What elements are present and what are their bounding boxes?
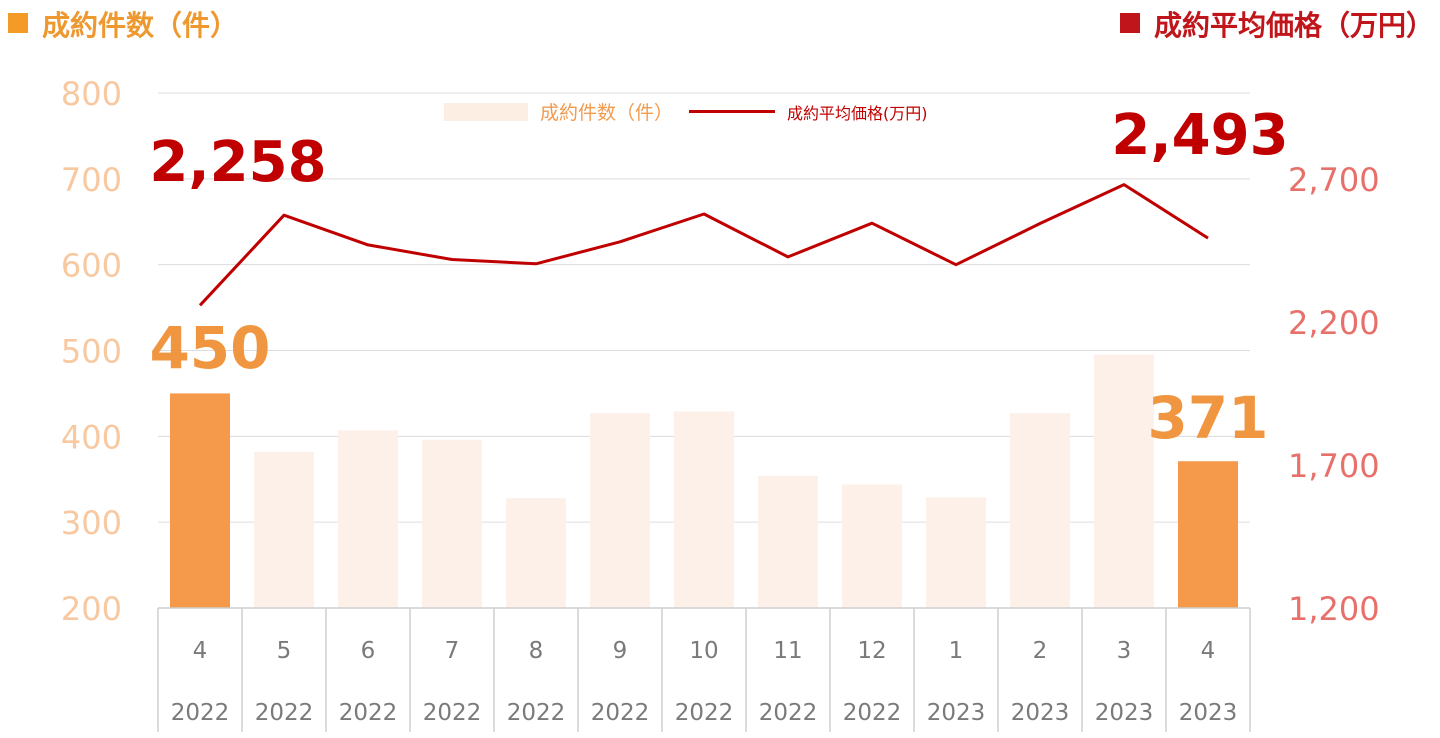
left-axis-title-text: 成約件数（件） [42,9,239,42]
bar [254,451,314,608]
right-title-marker [1119,13,1140,33]
x-tick-year-label: 2022 [339,700,398,726]
left-axis-title: 成約件数（件） [8,4,238,44]
x-tick-month-label: 3 [1117,638,1132,664]
x-tick-year-label: 2022 [675,700,734,726]
right-axis-tick-label: 2,700 [1288,161,1380,199]
left-axis-tick-label: 400 [61,418,122,456]
x-tick-month-label: 4 [1201,638,1216,664]
x-tick-month-label: 8 [529,638,544,664]
bar [842,484,902,608]
x-tick-year-label: 2022 [759,700,818,726]
x-tick-year-label: 2023 [1095,700,1154,726]
left-axis-tick-label: 800 [61,75,122,113]
price-series-line [198,183,1209,307]
bar [1094,354,1154,608]
bar [338,430,398,608]
bar [590,413,650,608]
left-title-marker [8,13,28,33]
price-callout-first: 2,258 [149,130,326,195]
bar [170,393,230,608]
right-axis-tick-label: 2,200 [1288,304,1380,342]
left-axis-tick-label: 500 [61,333,122,371]
right-axis-tick-label: 1,700 [1288,447,1380,485]
x-tick-month-label: 5 [277,638,292,664]
x-tick-year-label: 2023 [1179,700,1238,726]
x-tick-year-label: 2022 [591,700,650,726]
bar [1010,413,1070,608]
x-tick-month-label: 2 [1033,638,1048,664]
legend-bar-swatch [444,102,528,121]
left-axis-tick-label: 700 [61,161,122,199]
bar [506,498,566,608]
x-tick-month-label: 11 [773,638,802,664]
x-tick-month-label: 4 [193,638,208,664]
left-axis-tick-label: 600 [61,247,122,285]
x-tick-year-label: 2022 [255,700,314,726]
right-axis-tick-label: 1,200 [1288,590,1380,628]
legend-line-swatch [689,110,776,113]
bar [674,411,734,608]
bar [422,439,482,608]
count-callout-last: 371 [1147,384,1268,452]
left-axis-tick-label: 200 [61,590,122,628]
legend-bar-label: 成約件数（件） [540,102,674,124]
bar [1178,461,1238,608]
x-tick-year-label: 2022 [507,700,566,726]
right-axis-title-text: 成約平均価格（万円） [1153,9,1434,42]
legend-line-label: 成約平均価格(万円) [787,103,928,123]
x-tick-year-label: 2022 [171,700,230,726]
x-tick-month-label: 1 [949,638,964,664]
right-axis-title: 成約平均価格（万円） [1119,4,1434,44]
x-tick-month-label: 10 [689,638,718,664]
x-tick-year-label: 2022 [423,700,482,726]
x-tick-month-label: 12 [857,638,886,664]
x-tick-year-label: 2022 [843,700,902,726]
chart-legend: 成約件数（件） 成約平均価格(万円) [444,98,928,125]
x-tick-year-label: 2023 [1011,700,1070,726]
x-tick-month-label: 9 [613,638,628,664]
bar [926,497,986,608]
bar [758,475,818,608]
x-tick-month-label: 7 [445,638,460,664]
x-tick-year-label: 2023 [927,700,986,726]
price-callout-last: 2,493 [1111,103,1288,168]
left-axis-tick-label: 300 [61,504,122,542]
x-tick-month-label: 6 [361,638,376,664]
count-callout-first: 450 [149,314,270,382]
